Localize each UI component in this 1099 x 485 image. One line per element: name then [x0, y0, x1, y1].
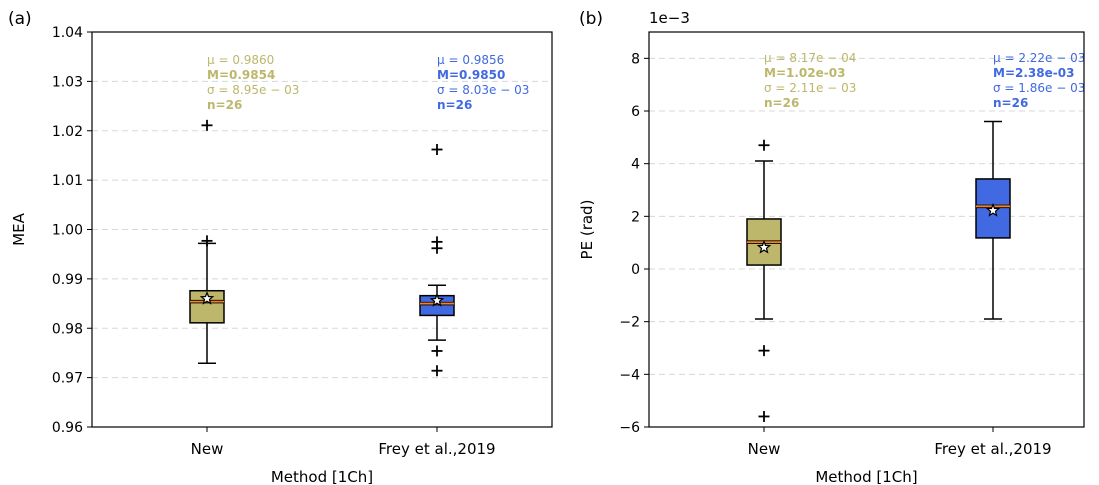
- outlier-marker: [431, 144, 443, 156]
- stats-line: σ = 8.95e − 03: [207, 83, 299, 97]
- mean-marker: [985, 202, 1001, 217]
- y-tick-label: 1.02: [52, 124, 83, 140]
- stats-line: σ = 1.86e − 03: [993, 81, 1085, 95]
- box-0: [189, 119, 225, 365]
- box-0: [746, 139, 782, 422]
- outlier-marker: [201, 119, 213, 131]
- stats-line: M=1.02e-03: [764, 66, 845, 80]
- stats-line: n=26: [993, 96, 1028, 110]
- stats-line: σ = 8.03e − 03: [437, 83, 529, 97]
- stats-line: μ = 2.22e − 03: [993, 51, 1085, 65]
- y-tick-label: 1.01: [52, 173, 83, 189]
- box-1: [419, 144, 455, 377]
- y-tick-label: 6: [631, 104, 640, 120]
- stats-line: μ = 0.9856: [437, 53, 504, 67]
- panel-label: (b): [579, 9, 603, 29]
- x-axis-label: Method [1Ch]: [271, 468, 373, 485]
- y-tick-label: 1.04: [52, 25, 83, 41]
- y-tick-label: 0: [631, 262, 640, 278]
- stats-line: M=0.9854: [207, 68, 275, 82]
- box-1: [975, 120, 1011, 320]
- stats-line: μ = 8.17e − 04: [764, 51, 856, 65]
- x-axis-label: Method [1Ch]: [815, 468, 917, 485]
- stats-line: M=0.9850: [437, 68, 505, 82]
- outlier-marker: [431, 345, 443, 357]
- y-axis-label: PE (rad): [578, 200, 596, 260]
- outlier-marker: [431, 242, 443, 254]
- stats-line: M=2.38e-03: [993, 66, 1074, 80]
- y-tick-label: 1.00: [52, 223, 83, 239]
- x-tick-label: Frey et al.,2019: [378, 440, 495, 458]
- stats-line: σ = 2.11e − 03: [764, 81, 856, 95]
- chart-panel-1: μ = 8.17e − 04M=1.02e-03σ = 2.11e − 03n=…: [578, 9, 1085, 485]
- y-tick-label: 1.03: [52, 74, 83, 90]
- x-tick-label: Frey et al.,2019: [934, 440, 1051, 458]
- y-tick-label: 4: [631, 157, 640, 173]
- y-tick-label: 8: [631, 51, 640, 67]
- x-tick-label: New: [191, 440, 224, 458]
- y-axis-label: MEA: [10, 212, 28, 245]
- y-tick-label: 0.99: [52, 272, 83, 288]
- outlier-marker: [758, 139, 770, 151]
- y-tick-label: −2: [619, 315, 640, 331]
- panel-label: (a): [8, 9, 32, 29]
- y-tick-label: 0.98: [52, 321, 83, 337]
- y-tick-label: −6: [619, 420, 640, 436]
- mean-marker: [429, 292, 445, 307]
- y-tick-label: 2: [631, 209, 640, 225]
- y-tick-label: −4: [619, 367, 640, 383]
- y-offset-text: 1e−3: [649, 9, 690, 27]
- x-tick-label: New: [748, 440, 781, 458]
- outlier-marker: [431, 365, 443, 377]
- stats-line: n=26: [207, 98, 242, 112]
- stats-line: n=26: [437, 98, 472, 112]
- stats-line: μ = 0.9860: [207, 53, 274, 67]
- outlier-marker: [758, 345, 770, 357]
- mean-marker: [199, 290, 215, 305]
- y-tick-label: 0.97: [52, 371, 83, 387]
- outlier-marker: [201, 235, 213, 247]
- outlier-marker: [758, 410, 770, 422]
- stats-line: n=26: [764, 96, 799, 110]
- mean-marker: [756, 239, 772, 254]
- y-tick-label: 0.96: [52, 420, 83, 436]
- plot-frame: [648, 31, 1085, 428]
